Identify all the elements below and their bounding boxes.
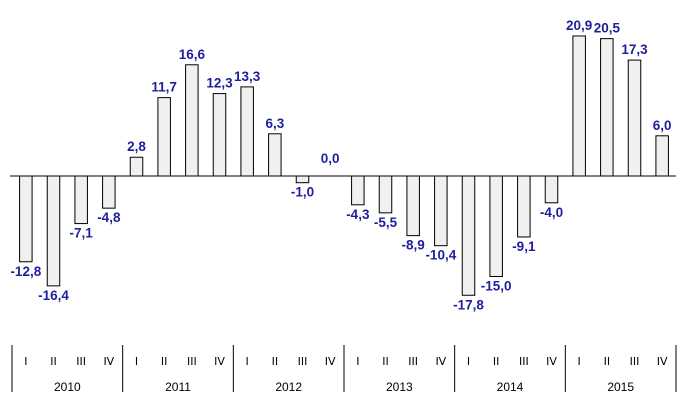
data-label: -10,4 [425,248,456,263]
year-tick-label: 2013 [386,380,413,394]
quarter-tick-label: III [630,355,640,368]
data-label: -4,3 [346,207,370,222]
bar [655,135,669,177]
quarter-tick-label: IV [325,355,336,368]
quarter-tick-label: III [76,355,86,368]
quarter-tick-label: II [161,355,168,368]
quarter-tick-label: II [604,355,611,368]
data-label: -5,5 [374,215,398,230]
year-tick-label: 2015 [607,380,634,394]
quarter-tick-label: II [493,355,500,368]
data-label: -4,8 [97,210,121,225]
data-label: -17,8 [453,297,484,312]
bar [544,175,559,204]
quarter-tick-label: IV [103,355,114,368]
bar [185,64,199,177]
bar [129,156,144,177]
year-tick-label: 2010 [54,380,81,394]
data-label: -8,9 [402,238,425,253]
bar [240,86,254,177]
data-label: 6,0 [653,118,672,133]
data-label: 12,3 [206,76,233,91]
bar [517,175,531,238]
quarter-tick-label: I [24,355,27,368]
data-label: -4,0 [540,205,563,220]
bar [295,175,310,184]
bar [351,175,365,206]
bar [157,97,171,177]
bar [627,59,642,177]
year-tick-label: 2012 [275,380,302,394]
bar [46,175,61,287]
bars-group [19,35,669,296]
bar [461,175,476,296]
quarter-tick-label: IV [546,355,557,368]
quarter-tick-label: I [135,355,138,368]
quarter-tick-label: III [519,355,529,368]
quarter-tick-label: IV [214,355,225,368]
data-label: -7,1 [70,226,94,241]
bar [489,175,503,277]
quarter-tick-label: I [467,355,470,368]
bar [434,175,448,247]
quarter-tick-label: I [246,355,249,368]
year-tick-label: 2014 [497,380,524,394]
data-label: -16,4 [38,288,69,303]
data-label: 16,6 [179,47,206,62]
data-label: 0,0 [321,151,340,166]
quarter-tick-label: I [356,355,359,368]
quarter-tick-label: III [187,355,197,368]
data-label: 13,3 [234,69,261,84]
bar [19,175,33,263]
quarter-tick-label: III [298,355,308,368]
quarter-tick-label: II [50,355,57,368]
data-label: -12,8 [10,264,41,279]
data-label: 11,7 [151,80,177,95]
quarter-tick-label: III [408,355,418,368]
data-label: -9,1 [512,239,536,254]
year-tick-label: 2011 [165,380,191,394]
data-label: 20,9 [566,18,592,33]
bar [74,175,88,225]
bar [572,35,586,177]
bar [406,175,420,237]
data-label: -1,0 [291,185,314,200]
bar [378,175,393,214]
bar [212,93,227,177]
bar [600,38,614,177]
quarter-tick-label: II [382,355,389,368]
bar [102,175,116,209]
data-label: 17,3 [621,42,648,57]
quarter-tick-label: I [578,355,581,368]
data-label: 20,5 [594,21,621,36]
data-label: 2,8 [127,139,146,154]
quarter-tick-label: II [272,355,279,368]
quarter-tick-label: IV [657,355,668,368]
value-labels-group: -12,8 -16,4 -7,1-4,8 2,8 11,7 16,612,3 13,3 6,3… [10,18,671,312]
data-label: -15,0 [481,279,512,294]
data-label: 6,3 [265,116,284,131]
quarter-tick-label: IV [435,355,446,368]
bar [268,133,282,177]
